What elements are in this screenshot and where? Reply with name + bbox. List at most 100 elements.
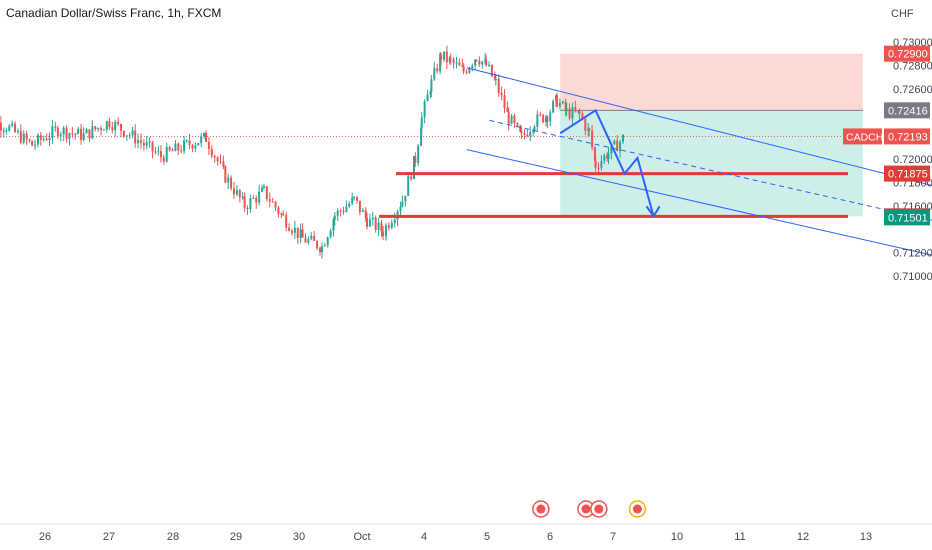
candle-body bbox=[77, 128, 80, 135]
candle-body bbox=[316, 240, 319, 249]
candle-body bbox=[513, 115, 516, 123]
candle-body bbox=[387, 225, 390, 228]
candle-body bbox=[366, 217, 368, 227]
candle-body bbox=[28, 139, 31, 141]
candle-body bbox=[5, 130, 8, 132]
candle-body bbox=[16, 130, 19, 132]
candle-body bbox=[157, 151, 160, 153]
candle-body bbox=[174, 143, 177, 152]
candle-body bbox=[610, 144, 613, 154]
candle-body bbox=[97, 127, 100, 130]
candle-body bbox=[465, 71, 468, 73]
candle-body bbox=[252, 197, 255, 199]
candle-body bbox=[25, 133, 28, 140]
candle-body bbox=[404, 195, 407, 202]
candle-body bbox=[503, 95, 506, 109]
candle-body bbox=[142, 142, 145, 146]
candle-body bbox=[238, 190, 241, 198]
candle-body bbox=[613, 140, 616, 145]
candle-body bbox=[565, 108, 568, 111]
candle-body bbox=[265, 186, 268, 200]
candle-body bbox=[56, 127, 59, 137]
candle-body bbox=[108, 121, 111, 128]
candle-body bbox=[45, 138, 48, 141]
candle-body bbox=[588, 128, 591, 131]
candle-body bbox=[180, 150, 183, 152]
candle-body bbox=[377, 222, 380, 230]
candle-body bbox=[148, 141, 151, 143]
candle-body bbox=[549, 112, 552, 122]
candle-body bbox=[227, 177, 230, 183]
candle-body bbox=[134, 130, 137, 144]
candle-body bbox=[485, 59, 488, 66]
candle-body bbox=[42, 138, 45, 140]
price-label-target-tag bbox=[884, 209, 930, 226]
support-levels bbox=[379, 172, 848, 218]
price-label-level-tag bbox=[884, 165, 930, 182]
time-tick-label: 5 bbox=[484, 531, 490, 543]
candle-body bbox=[578, 110, 581, 114]
candle-body bbox=[183, 140, 186, 152]
candle-body bbox=[399, 206, 402, 212]
candle-body bbox=[494, 78, 497, 80]
candle-body bbox=[339, 210, 342, 212]
candle-body bbox=[439, 54, 442, 72]
candle-body bbox=[34, 144, 37, 146]
candle-body bbox=[207, 141, 210, 149]
candle-body bbox=[216, 157, 219, 162]
take-profit-zone bbox=[560, 110, 863, 217]
candle-body bbox=[205, 133, 207, 142]
candle-body bbox=[282, 213, 285, 216]
candle-body bbox=[481, 61, 484, 65]
candle-body bbox=[0, 122, 2, 131]
candle-body bbox=[591, 130, 594, 148]
candle-body bbox=[336, 210, 339, 216]
time-tick-label: 28 bbox=[167, 531, 179, 543]
candle-body bbox=[332, 219, 335, 231]
candle-body bbox=[429, 91, 432, 95]
candle-body bbox=[474, 59, 477, 66]
candle-body bbox=[39, 135, 42, 140]
candle-body bbox=[326, 237, 329, 246]
candle-body bbox=[532, 130, 535, 133]
candles-group bbox=[0, 45, 624, 259]
last-price-tag bbox=[884, 128, 930, 145]
price-label-target-value: 0.71501 bbox=[888, 212, 928, 224]
candle-body bbox=[8, 125, 11, 131]
candle-body bbox=[393, 219, 396, 224]
candle-body bbox=[119, 124, 122, 131]
candle-body bbox=[219, 161, 222, 163]
candle-body bbox=[310, 235, 313, 240]
candle-body bbox=[224, 166, 227, 183]
candle-body bbox=[200, 136, 203, 144]
candle-body bbox=[19, 130, 22, 143]
candle-body bbox=[333, 215, 336, 220]
candle-body bbox=[145, 142, 148, 146]
candle-body bbox=[458, 62, 461, 66]
candle-body bbox=[277, 207, 280, 214]
event-marker-flag-icon bbox=[536, 504, 546, 514]
price-label-entry-value: 0.72416 bbox=[888, 105, 928, 117]
candle-body bbox=[584, 119, 587, 131]
candle-body bbox=[520, 131, 523, 134]
candle-body bbox=[414, 156, 417, 163]
candle-body bbox=[558, 102, 561, 107]
candle-body bbox=[65, 127, 68, 139]
price-axis[interactable]: 0.730000.728000.726000.720000.718000.716… bbox=[843, 37, 932, 283]
candle-body bbox=[380, 222, 383, 232]
candle-body bbox=[235, 190, 238, 195]
projection-path bbox=[559, 108, 655, 217]
candle-body bbox=[430, 79, 433, 92]
candle-body bbox=[371, 217, 374, 220]
time-axis[interactable]: 26 27 28 29 30 Oct 4 5 6 7 10 11 12 13 bbox=[0, 523, 932, 543]
candle-body bbox=[22, 133, 25, 143]
event-marker-flag-icon bbox=[581, 504, 591, 514]
candle-body bbox=[462, 66, 465, 72]
candle-body bbox=[384, 225, 387, 237]
candle-body bbox=[606, 155, 609, 159]
price-tick-label: 0.72800 bbox=[893, 60, 932, 72]
time-tick-label: 27 bbox=[103, 531, 115, 543]
candle-body bbox=[345, 206, 348, 212]
candle-body bbox=[500, 92, 503, 96]
